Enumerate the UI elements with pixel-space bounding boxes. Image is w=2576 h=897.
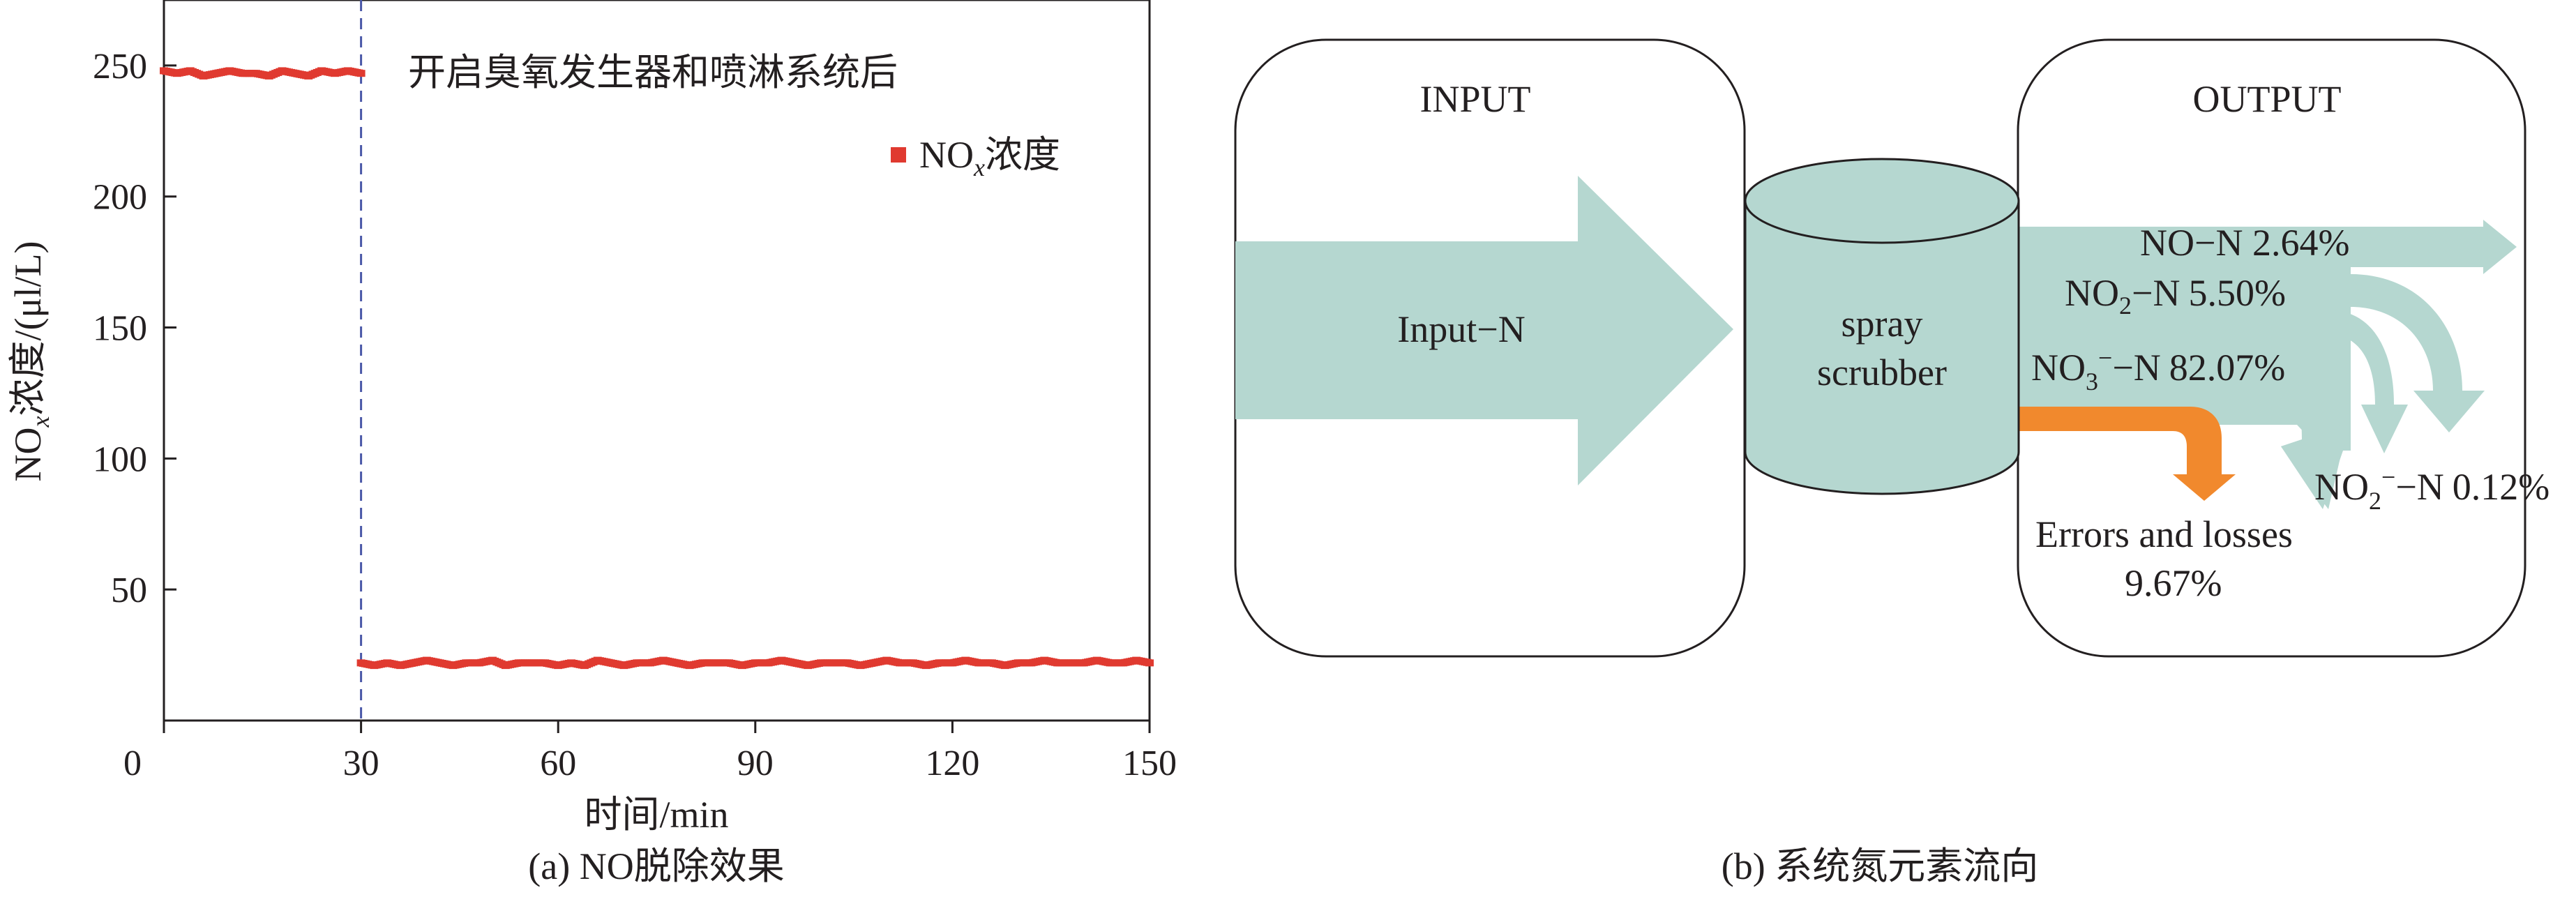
y-tick-label: 100: [93, 439, 147, 479]
scrubber-label-line1: spray: [1841, 303, 1923, 345]
y-tick-label: 50: [111, 571, 147, 610]
flow-label-no3-n-rest: −N: [2112, 347, 2160, 389]
scrubber-top: [1744, 158, 2020, 244]
x-axis-ticks: 0 30 60 90 120 150: [123, 721, 1177, 783]
flow-label-no2-n-rest: −N: [2132, 272, 2180, 314]
panel-a-caption: (a) NO脱除效果: [528, 845, 784, 887]
x-tick-label: 120: [925, 744, 979, 783]
plot-frame: [163, 0, 1151, 722]
flow-arrow-no-n: [2297, 220, 2517, 274]
flow-label-no2-n: NO2−N 5.50%: [2065, 272, 2286, 319]
flow-label-no2minus-n: NO2−−N 0.12%: [2314, 463, 2549, 515]
y-tick-label: 250: [93, 47, 147, 86]
output-title: OUTPUT: [2193, 78, 2342, 120]
flow-label-no2minus-n-main: NO: [2314, 466, 2369, 508]
flow-label-no-n-value: 2.64%: [2252, 222, 2349, 264]
flow-label-no3-n-sup: −: [2098, 344, 2112, 372]
legend-label: NOx浓度: [919, 134, 1060, 181]
flow-label-errors-value: 9.67%: [2125, 562, 2222, 604]
flow-label-no3-n: NO3−−N 82.07%: [2031, 344, 2285, 395]
flow-label-no3-n-value: 82.07%: [2169, 347, 2285, 389]
flow-label-no2-n-sub: 2: [2119, 292, 2132, 319]
flow-label-no2-n-main: NO: [2065, 272, 2119, 314]
data-point: [1145, 659, 1154, 667]
flow-label-errors: Errors and losses: [2035, 513, 2293, 555]
input-title: INPUT: [1420, 78, 1531, 120]
x-tick-label: 0: [123, 744, 142, 783]
flow-label-no-n-name: NO−N: [2140, 222, 2243, 264]
flow-arrow-no3-head: [2281, 388, 2349, 509]
scrubber-label-line2: scrubber: [1817, 352, 1947, 393]
flow-label-no3-n-sub: 3: [2086, 368, 2098, 395]
x-axis-label: 时间/min: [584, 794, 728, 836]
panel-b-caption: (b) 系统氮元素流向: [1722, 845, 2038, 887]
annotation-text: 开启臭氧发生器和喷淋系统后: [408, 52, 898, 93]
data-points: [160, 67, 1154, 670]
flow-label-no2minus-n-rest: −N: [2395, 466, 2443, 508]
scrubber-body: [1744, 199, 2020, 495]
panel-a-scatter: 50 100 150 200 250 0 30 60 90 120 150 开启臭氧发生器和喷淋系…: [7, 0, 1177, 887]
scrubber-cylinder: spray scrubber: [1744, 158, 2020, 495]
x-tick-label: 30: [343, 744, 379, 783]
panel-b-sankey: INPUT OUTPUT Input−N spray scrubber NO−N…: [1234, 38, 2549, 887]
legend-marker: [891, 147, 906, 163]
flow-label-no3-n-main: NO: [2031, 347, 2086, 389]
loss-arrow: [2018, 407, 2236, 501]
flow-label-no2minus-n-sub: 2: [2369, 487, 2381, 515]
x-tick-label: 60: [540, 744, 576, 783]
flow-arrow-no2minus-n: [2297, 310, 2408, 453]
x-tick-label: 150: [1122, 744, 1177, 783]
y-axis-ticks: 50 100 150 200 250: [93, 47, 176, 610]
input-arrow-label: Input−N: [1397, 308, 1525, 350]
input-arrow: [1235, 176, 1733, 485]
flow-arrow-no2-n: [2297, 274, 2485, 432]
flow-label-no2-n-value: 5.50%: [2188, 272, 2285, 314]
x-tick-label: 90: [737, 744, 774, 783]
flow-band-main: [2018, 227, 2351, 451]
data-point: [356, 70, 366, 77]
y-tick-label: 200: [93, 178, 147, 218]
flow-label-no2minus-n-value: 0.12%: [2453, 466, 2549, 508]
flow-label-no-n: NO−N 2.64%: [2140, 222, 2349, 264]
y-tick-label: 150: [93, 309, 147, 349]
y-axis-label: NOx浓度/(μl/L): [7, 241, 54, 482]
flow-label-no2minus-n-sup: −: [2381, 463, 2395, 491]
